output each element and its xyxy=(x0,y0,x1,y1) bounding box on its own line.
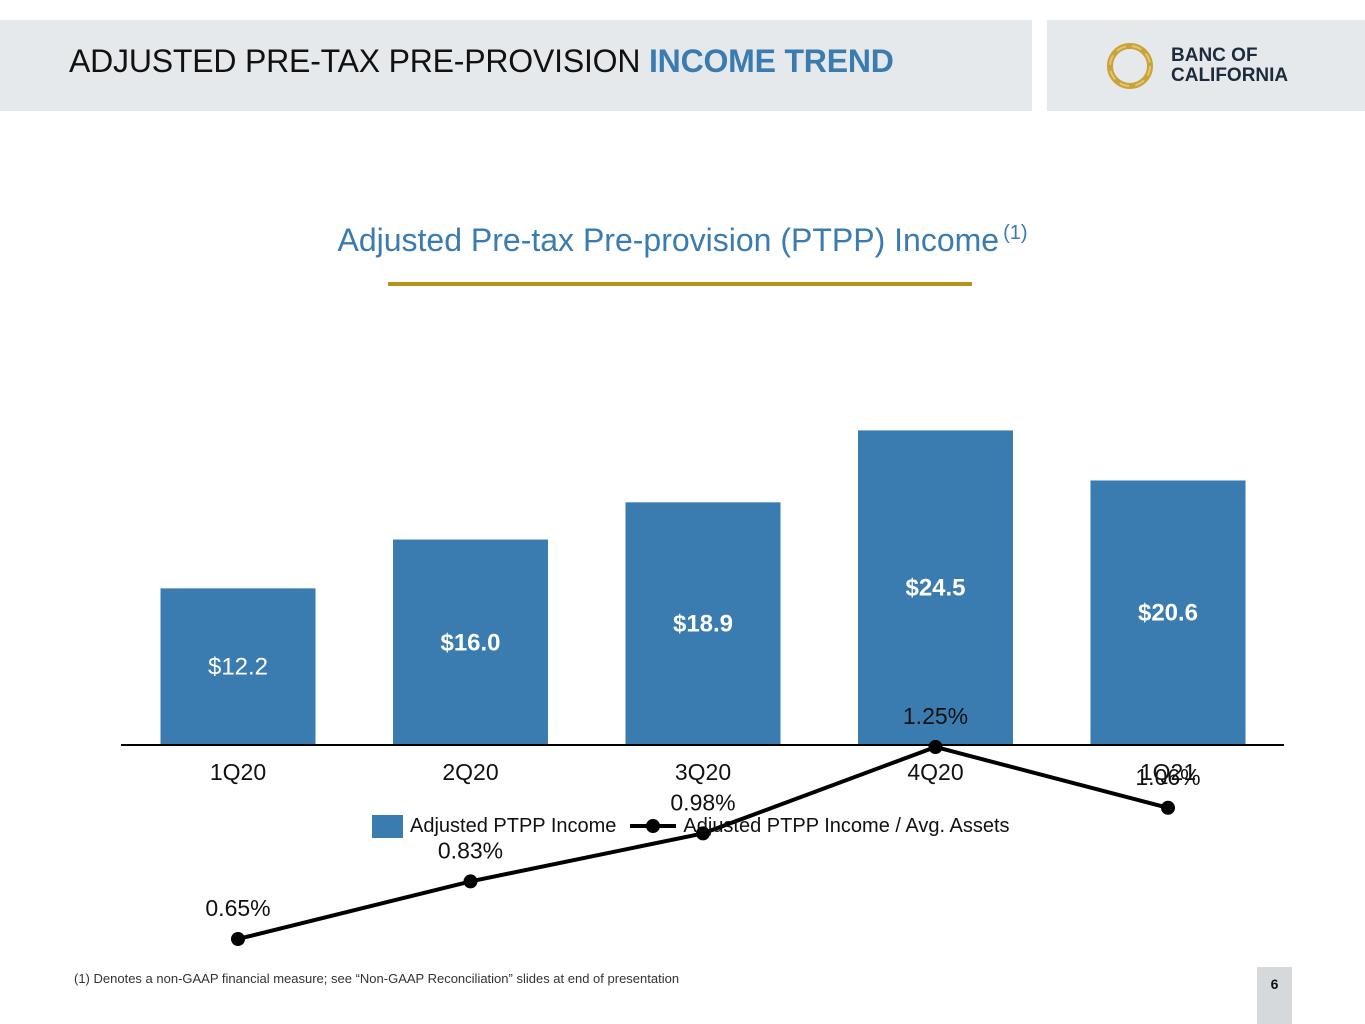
title-underline xyxy=(388,282,972,286)
x-tick-1Q21: 1Q21 xyxy=(1140,759,1196,785)
legend-label-line: Adjusted PTPP Income / Avg. Assets xyxy=(683,814,1010,837)
bar-2Q20 xyxy=(393,539,548,745)
line-point-2Q20 xyxy=(463,874,478,889)
bar-1Q20 xyxy=(160,588,316,745)
slide-title-accent: INCOME TREND xyxy=(648,43,894,79)
logo-text: BANC OF CALIFORNIA xyxy=(1171,46,1288,86)
line-point-4Q20 xyxy=(928,740,943,754)
logo-line-2: CALIFORNIA xyxy=(1171,65,1289,86)
x-tick-2Q20: 2Q20 xyxy=(442,759,498,785)
chart-title: Adjusted Pre-tax Pre-provision (PTPP) In… xyxy=(0,222,1365,259)
bar-label-1Q20: $12.2 xyxy=(208,654,268,681)
slide-title: ADJUSTED PRE-TAX PRE-PROVISION INCOME TR… xyxy=(69,43,894,80)
ring-logo-icon xyxy=(1107,43,1153,89)
line-label-1Q20: 0.65% xyxy=(205,895,270,921)
legend-swatch-bar xyxy=(372,814,403,838)
logo-line-1: BANC OF xyxy=(1171,45,1258,66)
x-tick-1Q20: 1Q20 xyxy=(210,759,266,785)
slide-title-plain: ADJUSTED PRE-TAX PRE-PROVISION xyxy=(69,43,649,79)
bar-3Q20 xyxy=(625,502,781,745)
page-number: 6 xyxy=(1257,967,1292,1024)
footnote: (1) Denotes a non-GAAP financial measure… xyxy=(74,971,680,986)
line-point-1Q20 xyxy=(231,932,245,946)
chart-title-text: Adjusted Pre-tax Pre-provision (PTPP) In… xyxy=(337,222,1000,258)
legend-swatch-line xyxy=(630,819,677,833)
line-label-1Q21: 1.06% xyxy=(1135,764,1200,790)
line-label-2Q20: 0.83% xyxy=(438,837,503,863)
bar-label-4Q20: $24.5 xyxy=(905,575,965,602)
line-point-1Q21 xyxy=(1161,800,1175,815)
bar-1Q21 xyxy=(1090,480,1246,745)
logo-box xyxy=(1047,20,1365,111)
bar-label-1Q21: $20.6 xyxy=(1138,600,1198,627)
line-label-4Q20: 1.25% xyxy=(903,703,968,729)
line-label-3Q20: 0.98% xyxy=(670,789,735,815)
bar-label-3Q20: $18.9 xyxy=(673,611,733,638)
legend-label-bar: Adjusted PTPP Income xyxy=(410,814,617,837)
chart-legend: Adjusted PTPP Income Adjusted PTPP Incom… xyxy=(372,813,1010,839)
chart-title-note: (1) xyxy=(1003,222,1028,244)
bar-label-2Q20: $16.0 xyxy=(440,629,500,656)
line-point-3Q20 xyxy=(696,826,710,841)
x-tick-3Q20: 3Q20 xyxy=(675,759,731,785)
header-bar xyxy=(0,20,1032,111)
x-tick-4Q20: 4Q20 xyxy=(907,759,963,785)
bar-4Q20 xyxy=(858,430,1013,745)
